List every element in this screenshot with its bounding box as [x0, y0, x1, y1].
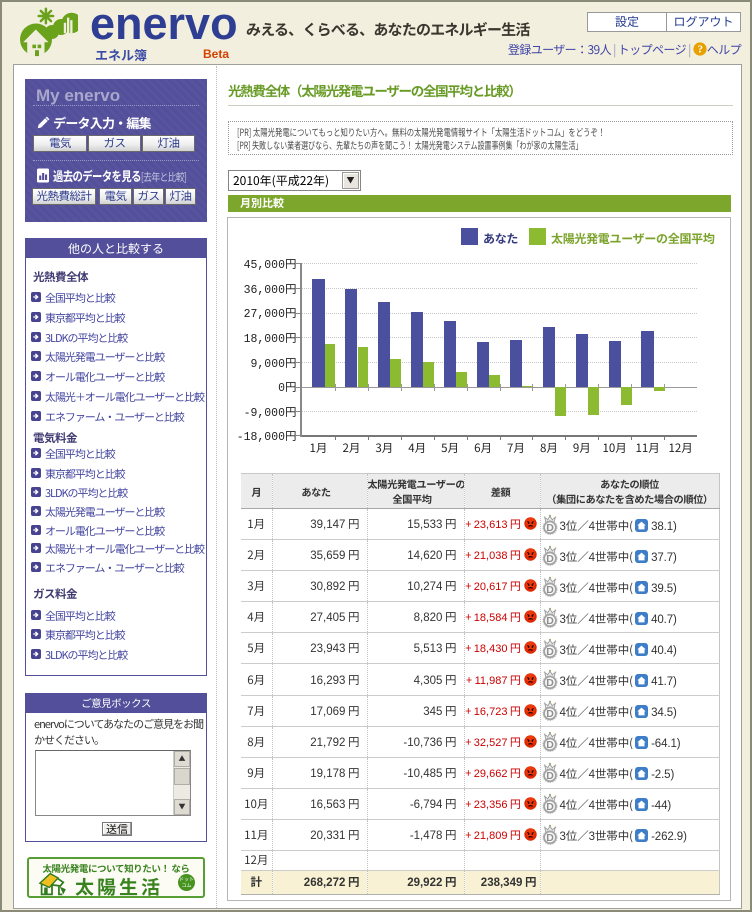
svg-text:D: D — [546, 646, 554, 658]
svg-text:D: D — [546, 522, 554, 534]
svg-text:D: D — [546, 615, 554, 627]
svg-text:D: D — [546, 739, 554, 751]
svg-text:D: D — [546, 708, 554, 720]
svg-text:D: D — [546, 677, 554, 689]
svg-text:D: D — [546, 553, 554, 565]
svg-text:?: ? — [697, 44, 702, 56]
svg-text:D: D — [546, 584, 554, 596]
svg-text:D: D — [546, 833, 554, 845]
svg-text:D: D — [546, 770, 554, 782]
svg-text:D: D — [546, 802, 554, 814]
